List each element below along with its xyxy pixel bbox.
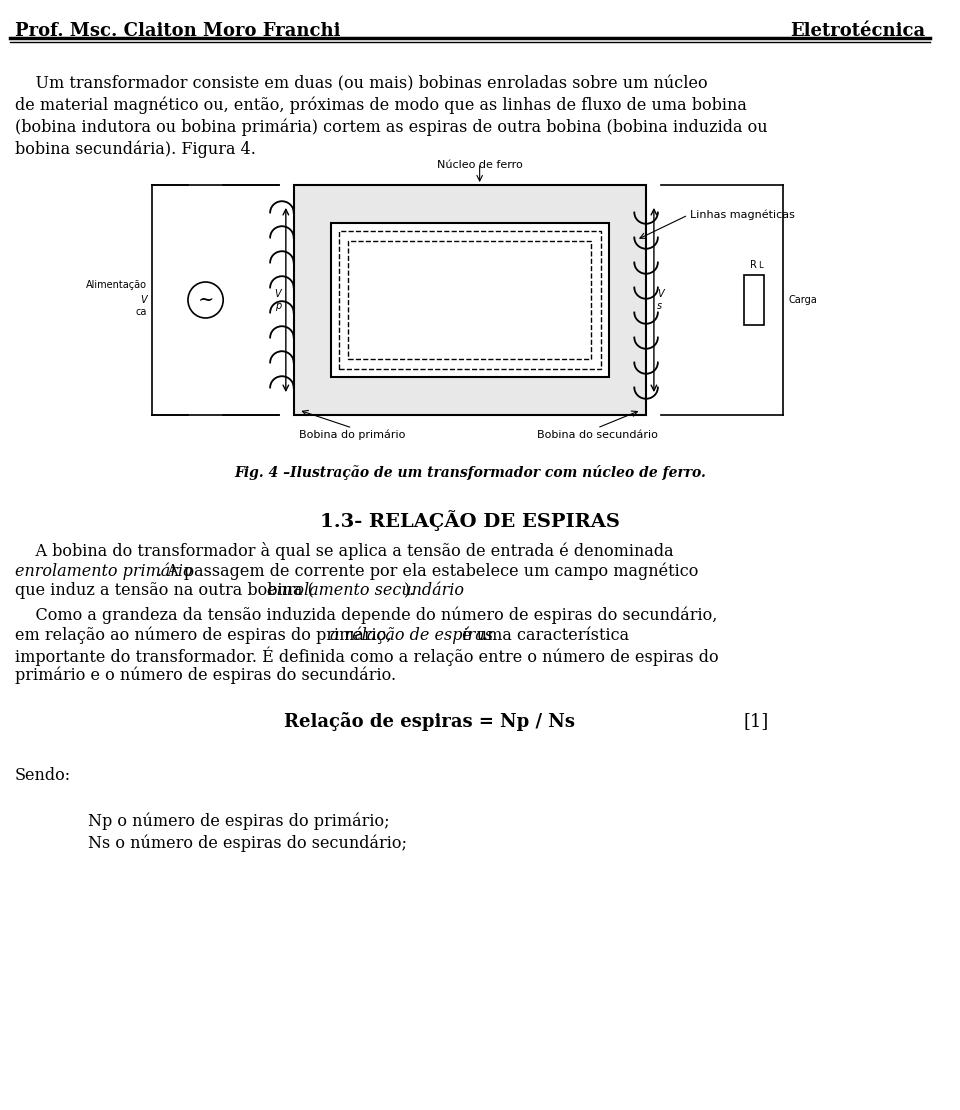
Text: Linhas magnéticas: Linhas magnéticas (690, 210, 795, 220)
Text: ca: ca (135, 307, 147, 317)
Text: L: L (758, 261, 763, 270)
Text: (bobina indutora ou bobina primária) cortem as espiras de outra bobina (bobina i: (bobina indutora ou bobina primária) cor… (14, 119, 767, 137)
Text: importante do transformador. É definida como a relação entre o número de espiras: importante do transformador. É definida … (14, 647, 718, 666)
Text: Ns o número de espiras do secundário;: Ns o número de espiras do secundário; (88, 834, 407, 851)
Text: bobina secundária). Figura 4.: bobina secundária). Figura 4. (14, 141, 255, 159)
Text: V
p: V p (275, 290, 281, 311)
Text: ~: ~ (198, 291, 214, 309)
Bar (339, 231, 601, 369)
Text: Como a grandeza da tensão induzida depende do número de espiras do secundário,: Como a grandeza da tensão induzida depen… (14, 607, 717, 625)
Text: ).: ). (404, 582, 416, 599)
Text: Relação de espiras = Np / Ns: Relação de espiras = Np / Ns (284, 712, 575, 731)
Text: [1]: [1] (744, 712, 769, 730)
Text: Fig. 4 –Ilustração de um transformador com núcleo de ferro.: Fig. 4 –Ilustração de um transformador c… (234, 465, 706, 480)
Text: Carga: Carga (788, 295, 817, 305)
Text: V
s: V s (657, 290, 663, 311)
Text: 1.3- RELAÇÃO DE ESPIRAS: 1.3- RELAÇÃO DE ESPIRAS (320, 509, 620, 531)
Text: Um transformador consiste em duas (ou mais) bobinas enroladas sobre um núcleo: Um transformador consiste em duas (ou ma… (14, 75, 708, 92)
Text: de material magnético ou, então, próximas de modo que as linhas de fluxo de uma : de material magnético ou, então, próxima… (14, 97, 747, 114)
Text: Prof. Msc. Claiton Moro Franchi: Prof. Msc. Claiton Moro Franchi (14, 22, 340, 40)
Bar (294, 185, 646, 415)
Text: enrolamento secundário: enrolamento secundário (267, 582, 465, 599)
Bar (331, 223, 609, 377)
Text: é uma característica: é uma característica (457, 627, 629, 644)
Text: Eletrotécnica: Eletrotécnica (790, 22, 925, 40)
Text: . A passagem de corrente por ela estabelece um campo magnético: . A passagem de corrente por ela estabel… (156, 562, 698, 579)
Text: Bobina do secundário: Bobina do secundário (537, 430, 658, 440)
Text: Np o número de espiras do primário;: Np o número de espiras do primário; (88, 813, 390, 829)
Text: Sendo:: Sendo: (14, 767, 71, 784)
Bar (348, 241, 591, 359)
Text: que induz a tensão na outra bobina (: que induz a tensão na outra bobina ( (14, 582, 314, 599)
Text: enrolamento primário: enrolamento primário (14, 562, 192, 579)
Text: A bobina do transformador à qual se aplica a tensão de entrada é denominada: A bobina do transformador à qual se apli… (14, 542, 673, 561)
Text: V: V (140, 295, 147, 305)
Text: Alimentação: Alimentação (85, 280, 147, 290)
Bar (744, 275, 763, 325)
Text: Núcleo de ferro: Núcleo de ferro (437, 160, 522, 170)
Text: a relação de espiras: a relação de espiras (330, 627, 492, 644)
Text: primário e o número de espiras do secundário.: primário e o número de espiras do secund… (14, 667, 396, 685)
Text: em relação ao número de espiras do primário,: em relação ao número de espiras do primá… (14, 627, 396, 645)
Text: Bobina do primário: Bobina do primário (300, 430, 405, 441)
Text: R: R (751, 260, 757, 270)
